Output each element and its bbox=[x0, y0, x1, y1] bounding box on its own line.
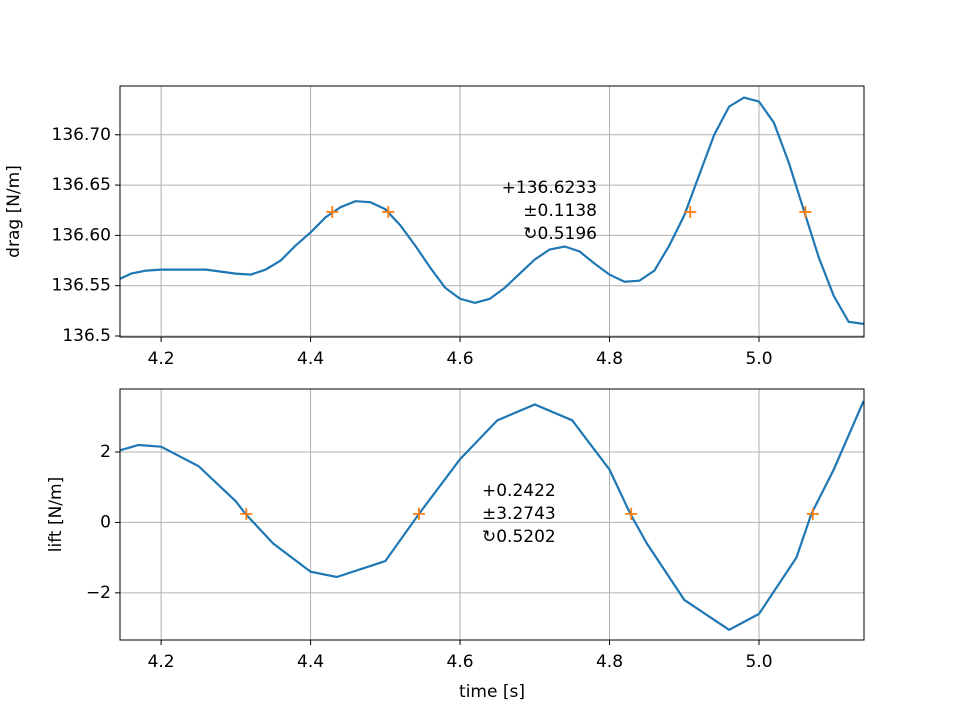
marker bbox=[806, 507, 819, 520]
y-tick-label: 0 bbox=[100, 512, 111, 532]
y-tick-label: 136.55 bbox=[52, 276, 111, 296]
x-tick-label: 4.8 bbox=[596, 349, 623, 369]
x-tick-label: 5.0 bbox=[745, 349, 772, 369]
marker bbox=[625, 507, 638, 520]
x-tick-label: 4.6 bbox=[447, 652, 474, 672]
y-axis-label: drag [N/m] bbox=[4, 165, 24, 258]
annotation: ↻0.5196 bbox=[523, 224, 597, 244]
marker bbox=[412, 507, 425, 520]
annotation: +136.6233 bbox=[502, 178, 597, 198]
line bbox=[120, 400, 864, 632]
x-tick-label: 5.0 bbox=[745, 652, 772, 672]
y-tick-label: −2 bbox=[86, 583, 111, 603]
axes-frame bbox=[119, 388, 865, 641]
marker bbox=[240, 507, 253, 520]
annotation: ±0.1138 bbox=[523, 201, 597, 221]
y-tick-label: 136.60 bbox=[52, 225, 111, 245]
x-tick-label: 4.2 bbox=[148, 652, 175, 672]
x-tick-label: 4.8 bbox=[596, 652, 623, 672]
marker bbox=[326, 205, 339, 218]
y-tick-label: 136.5 bbox=[62, 326, 111, 346]
y-tick-label: 2 bbox=[100, 442, 111, 462]
marker bbox=[684, 205, 697, 218]
axes-frame bbox=[119, 85, 865, 338]
x-tick-label: 4.2 bbox=[148, 349, 175, 369]
x-tick-label: 4.4 bbox=[297, 349, 324, 369]
marker bbox=[382, 205, 395, 218]
y-tick-label: 136.65 bbox=[52, 175, 111, 195]
y-tick-label: 136.70 bbox=[52, 125, 111, 145]
x-tick-label: 4.6 bbox=[447, 349, 474, 369]
marker bbox=[799, 205, 812, 218]
annotation: ±3.2743 bbox=[482, 504, 556, 524]
x-axis-label: time [s] bbox=[459, 682, 525, 702]
line bbox=[120, 96, 864, 325]
x-tick-label: 4.4 bbox=[297, 652, 324, 672]
y-axis-label: lift [N/m] bbox=[46, 477, 66, 552]
annotation: +0.2422 bbox=[482, 481, 556, 501]
annotation: ↻0.5202 bbox=[482, 527, 556, 547]
